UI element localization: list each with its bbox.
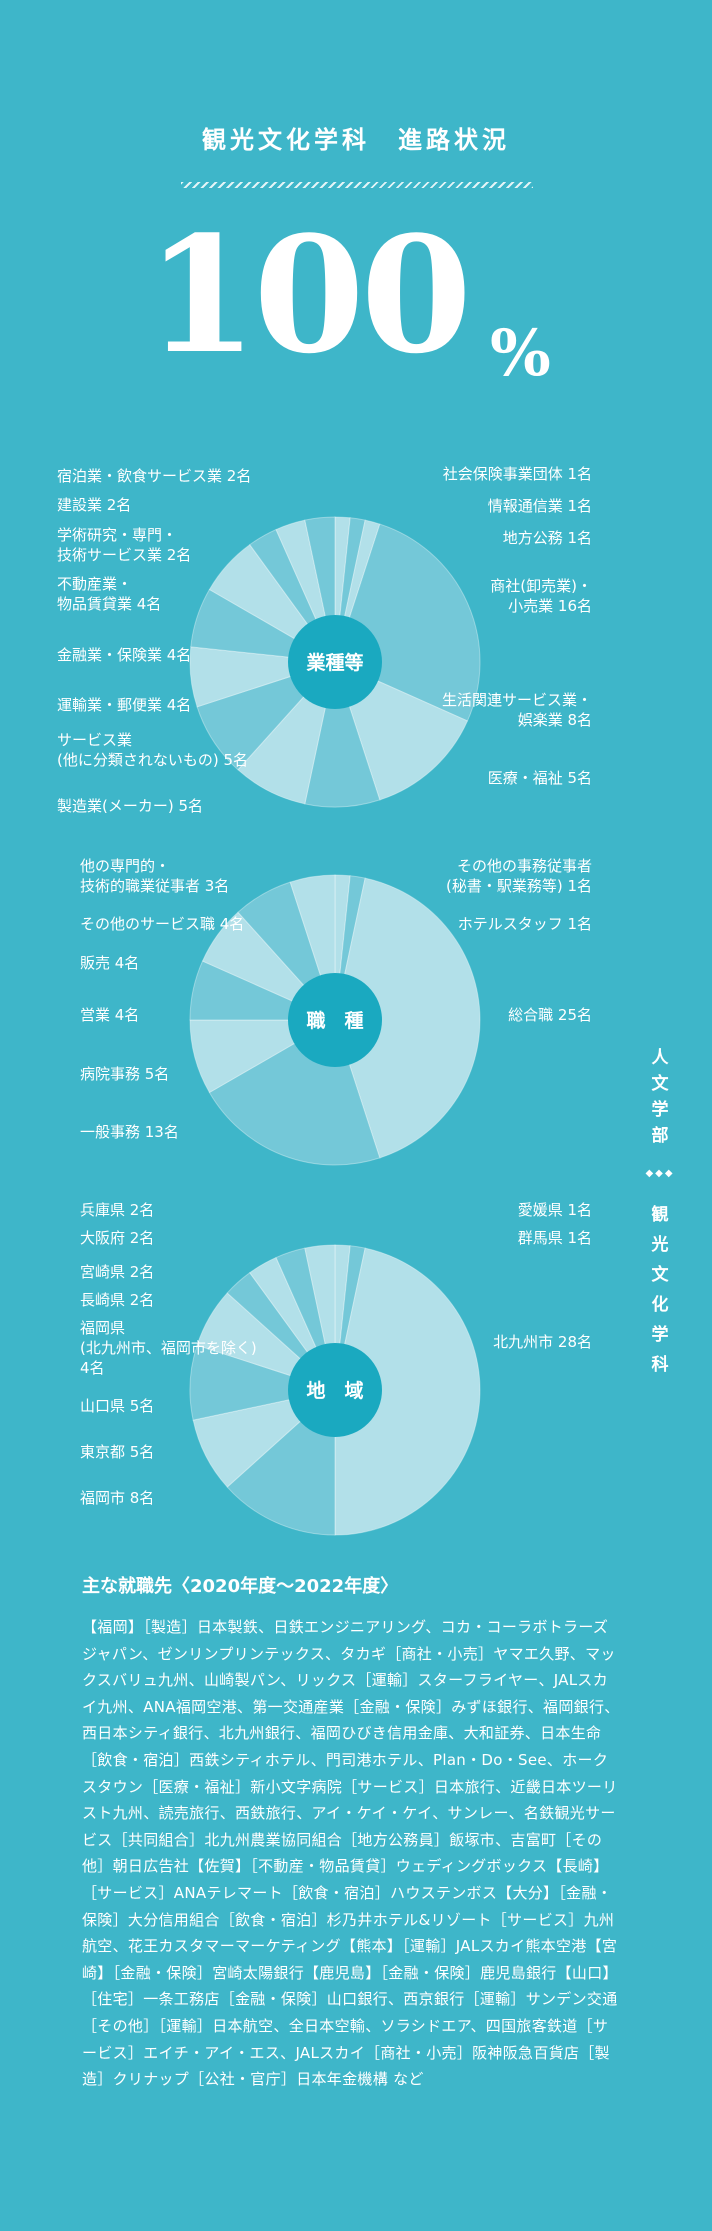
faculty-vertical-label: 人文学部 (651, 1048, 669, 1146)
pie-center-label: 業種等 (305, 651, 363, 674)
slice-label: 商社(卸売業)・ 小売業 16名 (490, 577, 592, 615)
pie-slice (334, 877, 481, 1159)
slice-label: 地方公務 1名 (502, 529, 592, 547)
slice-label: 不動産業・ 物品賃貸業 4名 (57, 575, 162, 613)
slice-label: 福岡市 8名 (80, 1489, 155, 1507)
big-percentage: 100 (146, 201, 472, 389)
slice-label: 金融業・保険業 4名 (57, 646, 192, 664)
employers-list: 【福岡】［製造］日本製鉄、日鉄エンジニアリング、コカ・コーラボトラーズジャパン、… (82, 1618, 620, 2089)
pie-center-label: 地 域 (306, 1379, 363, 1402)
slice-label: 宿泊業・飲食サービス業 2名 (57, 467, 252, 485)
slice-label: 宮崎県 2名 (80, 1263, 155, 1281)
slice-label: その他の事務従事者 (秘書・駅業務等) 1名 (445, 857, 592, 895)
pie-center (288, 615, 382, 709)
slice-label: 東京都 5名 (80, 1443, 155, 1461)
slice-label: 病院事務 5名 (80, 1065, 170, 1083)
slice-label: 社会保険事業団体 1名 (442, 465, 592, 483)
slice-label: 長崎県 2名 (80, 1291, 155, 1309)
title-divider (181, 182, 533, 188)
slice-label: 運輸業・郵便業 4名 (57, 696, 192, 714)
pie-slice (334, 661, 469, 801)
slice-label: 総合職 25名 (508, 1006, 592, 1024)
slice-label: 情報通信業 1名 (487, 497, 592, 515)
slice-label: 一般事務 13名 (80, 1123, 179, 1141)
big-percentage-unit: % (490, 316, 551, 391)
sidebar-divider-dots: ◆◆◆ (645, 1168, 675, 1179)
slice-label: 北九州市 28名 (493, 1333, 592, 1351)
slice-label: 建設業 2名 (57, 496, 132, 514)
pie-slice (304, 660, 381, 808)
slice-label: その他のサービス職 4名 (80, 915, 245, 933)
slice-label: 学術研究・専門・ 技術サービス業 2名 (57, 526, 192, 564)
slice-label: 営業 4名 (80, 1006, 140, 1024)
slice-label: サービス業 (他に分類されないもの) 5名 (57, 731, 249, 769)
slice-label: 医療・福祉 5名 (487, 769, 592, 787)
pie-center (288, 1343, 382, 1437)
page-title: 観光文化学科 進路状況 (202, 126, 510, 154)
slice-label: 生活関連サービス業・ 娯楽業 8名 (441, 691, 592, 729)
slice-label: 福岡県 (北九州市、福岡市を除く) 4名 (80, 1319, 257, 1377)
employers-title: 主な就職先〈2020年度～2022年度〉 (82, 1576, 399, 1597)
slice-label: 製造業(メーカー) 5名 (57, 797, 204, 815)
slice-label: 群馬県 1名 (517, 1229, 592, 1247)
slice-label: ホテルスタッフ 1名 (457, 915, 592, 933)
pie-slice (189, 1344, 337, 1421)
pie-slice (334, 1247, 481, 1536)
slice-label: 販売 4名 (80, 954, 140, 972)
slice-label: 愛媛県 1名 (517, 1201, 592, 1219)
slice-label: 大阪府 2名 (80, 1229, 155, 1247)
pie-center-label: 職 種 (306, 1009, 363, 1032)
pie-center (288, 973, 382, 1067)
department-vertical-label: 観光文化学科 (651, 1205, 669, 1375)
slice-label: 他の専門的・ 技術的職業従事者 3名 (80, 857, 230, 895)
slice-label: 山口県 5名 (80, 1397, 155, 1415)
slice-label: 兵庫県 2名 (80, 1201, 155, 1219)
